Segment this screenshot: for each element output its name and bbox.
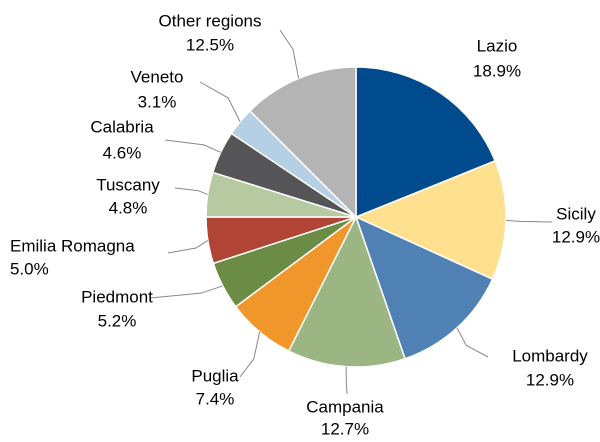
slice-label: Piedmont bbox=[81, 287, 153, 306]
slice-value: 12.9% bbox=[552, 227, 600, 246]
slice-value: 3.1% bbox=[138, 92, 177, 111]
slice-label: Lombardy bbox=[512, 346, 588, 365]
slice-label: Lazio bbox=[477, 36, 518, 55]
pie-slice bbox=[354, 215, 494, 360]
leader-line bbox=[199, 81, 241, 122]
leader-line bbox=[164, 139, 221, 153]
pie-slice bbox=[248, 66, 357, 219]
pie-slice bbox=[355, 66, 497, 219]
leader-line bbox=[239, 331, 261, 378]
pie-slice bbox=[287, 215, 406, 368]
slice-value: 12.7% bbox=[321, 419, 369, 437]
slice-value: 4.8% bbox=[109, 198, 148, 217]
slice-label: Calabria bbox=[90, 117, 154, 136]
slice-value: 18.9% bbox=[473, 61, 521, 80]
slice-value: 5.2% bbox=[98, 311, 137, 330]
slice-label: Emilia Romagna bbox=[10, 236, 135, 255]
leader-line bbox=[345, 366, 348, 395]
leader-line bbox=[167, 240, 209, 254]
leader-line bbox=[279, 29, 300, 79]
slice-label: Tuscany bbox=[96, 175, 160, 194]
slice-label: Veneto bbox=[131, 67, 184, 86]
leader-line bbox=[505, 219, 553, 223]
leader-line bbox=[174, 187, 208, 195]
leader-line bbox=[456, 327, 489, 358]
slice-value: 4.6% bbox=[103, 143, 142, 162]
leader-line bbox=[149, 285, 223, 299]
slice-value: 7.4% bbox=[196, 389, 235, 408]
slice-value: 12.5% bbox=[186, 35, 234, 54]
slice-value: 5.0% bbox=[10, 259, 49, 278]
slice-label: Campania bbox=[306, 397, 384, 416]
slice-value: 12.9% bbox=[526, 370, 574, 389]
slice-label: Sicily bbox=[556, 204, 596, 223]
slice-label: Puglia bbox=[191, 366, 239, 385]
slice-label: Other regions bbox=[159, 11, 262, 30]
